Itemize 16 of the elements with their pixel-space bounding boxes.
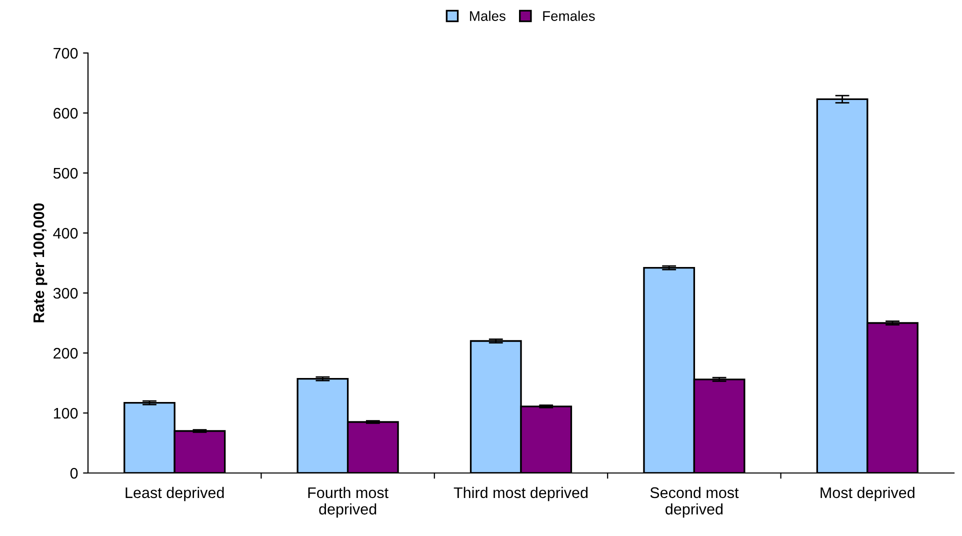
y-tick-label: 100 [54, 408, 78, 419]
x-tick-label: Most deprived [820, 486, 914, 502]
x-tick-label: Fourth most deprived [308, 486, 388, 518]
y-tick-label: 0 [70, 468, 78, 479]
y-tick-label: 600 [54, 108, 78, 119]
y-tick-label: 400 [53, 228, 78, 239]
y-axis-title: Rate per 100,000 [33, 203, 48, 322]
x-tick-label: Least deprived [126, 486, 224, 502]
legend-label: Females [543, 10, 595, 21]
y-tick-label: 300 [53, 288, 78, 299]
y-tick-label: 700 [54, 48, 78, 59]
legend-label: Males [470, 10, 506, 21]
x-tick-label: Third most deprived [454, 486, 588, 502]
y-tick-label: 200 [54, 348, 78, 359]
x-tick-label: Second most deprived [650, 486, 739, 518]
y-tick-label: 500 [53, 168, 78, 179]
